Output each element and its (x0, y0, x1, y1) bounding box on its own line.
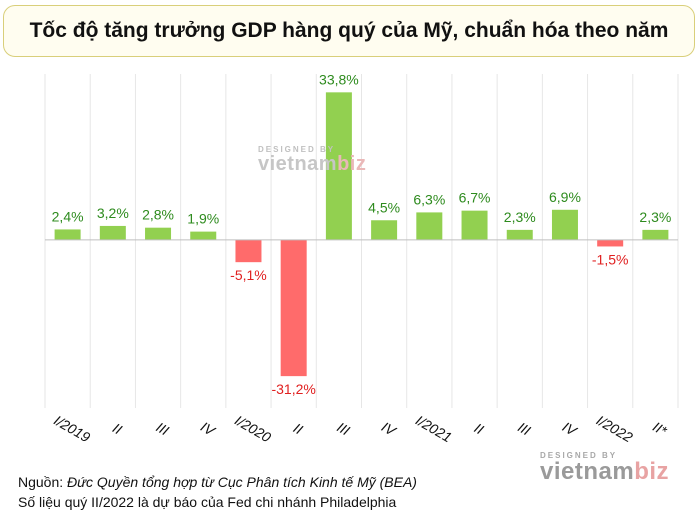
source-text: Đức Quyền tổng hợp từ Cục Phân tích Kinh… (67, 474, 417, 490)
bar-5 (280, 239, 307, 377)
value-label-11: 6,9% (549, 189, 581, 205)
value-label-10: 2,3% (504, 209, 536, 225)
bar-7 (371, 220, 398, 240)
category-tick-1: II (110, 420, 125, 438)
category-tick-6: III (334, 419, 352, 439)
bar-4 (235, 239, 262, 263)
bar-3 (190, 231, 217, 240)
value-label-1: 3,2% (97, 205, 129, 221)
bar-13 (642, 229, 669, 240)
category-tick-5: II (291, 420, 306, 438)
value-label-8: 6,3% (413, 191, 445, 207)
grid-lines (44, 74, 679, 408)
category-tick-8: I/2021 (413, 412, 455, 445)
bar-9 (461, 210, 488, 240)
value-label-4: -5,1% (230, 267, 267, 283)
source-note: Số liệu quý II/2022 là dự báo của Fed ch… (18, 494, 397, 510)
value-label-13: 2,3% (639, 209, 671, 225)
source-prefix: Nguồn: (18, 474, 68, 490)
value-label-3: 1,9% (187, 211, 219, 227)
value-label-5: -31,2% (271, 381, 315, 397)
bar-6 (325, 92, 352, 240)
value-label-6: 33,8% (319, 71, 359, 87)
category-tick-11: IV (560, 418, 581, 439)
bar-12 (597, 239, 624, 247)
chart-title: Tốc độ tăng trưởng GDP hàng quý của Mỹ, … (29, 19, 669, 42)
category-tick-4: I/2020 (232, 412, 274, 445)
value-labels: 2,4% 3,2% 2,8% 1,9% -5,1% -31,2% 33,8% 4,5% 6,3%… (52, 71, 672, 397)
category-ticks: I/2019 II III IV I/2020 II III IV I/2021 II III IV I… (51, 412, 670, 445)
bar-10 (506, 229, 533, 240)
category-tick-10: III (515, 419, 533, 439)
category-tick-3: IV (198, 418, 219, 439)
value-label-9: 6,7% (459, 190, 491, 206)
category-tick-0: I/2019 (51, 412, 93, 445)
bar-11 (551, 209, 578, 240)
bar-0 (54, 229, 81, 240)
source-line: Nguồn: Đức Quyền tổng hợp từ Cục Phân tí… (18, 474, 417, 490)
chart-title-box: Tốc độ tăng trưởng GDP hàng quý của Mỹ, … (3, 5, 695, 57)
value-label-7: 4,5% (368, 199, 400, 215)
bar-8 (416, 212, 443, 240)
category-tick-2: III (153, 419, 171, 439)
bars (54, 92, 669, 377)
value-label-0: 2,4% (52, 208, 84, 224)
category-tick-12: I/2022 (594, 412, 636, 445)
category-tick-9: II (472, 420, 487, 438)
category-tick-7: IV (379, 418, 400, 439)
value-label-2: 2,8% (142, 207, 174, 223)
bar-1 (99, 225, 126, 240)
value-label-12: -1,5% (592, 251, 629, 267)
category-tick-13: II* (650, 418, 670, 439)
bar-2 (145, 227, 172, 240)
